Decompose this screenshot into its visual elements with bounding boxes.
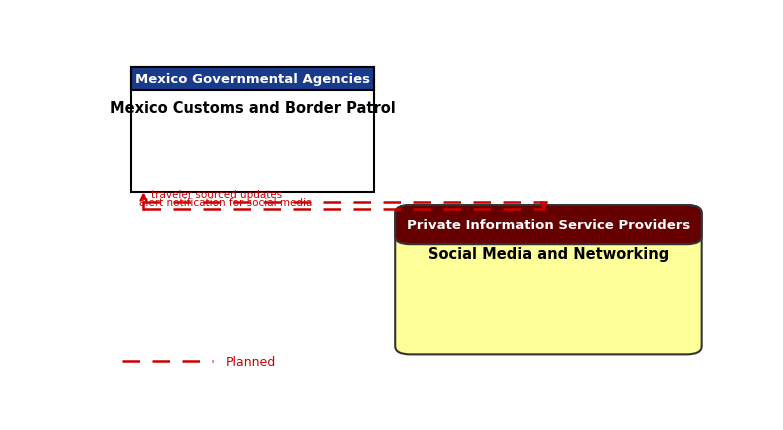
- Text: Planned: Planned: [226, 355, 276, 368]
- FancyBboxPatch shape: [395, 206, 702, 245]
- FancyBboxPatch shape: [395, 206, 702, 355]
- FancyBboxPatch shape: [410, 224, 687, 236]
- FancyBboxPatch shape: [132, 68, 374, 192]
- Text: alert notification for social media: alert notification for social media: [139, 197, 312, 208]
- Text: traveler sourced updates: traveler sourced updates: [150, 190, 282, 200]
- Text: Social Media and Networking: Social Media and Networking: [428, 246, 669, 261]
- Text: Mexico Customs and Border Patrol: Mexico Customs and Border Patrol: [110, 101, 395, 116]
- Text: Mexico Governmental Agencies: Mexico Governmental Agencies: [135, 73, 370, 86]
- FancyBboxPatch shape: [132, 68, 374, 91]
- Text: Private Information Service Providers: Private Information Service Providers: [407, 218, 690, 232]
